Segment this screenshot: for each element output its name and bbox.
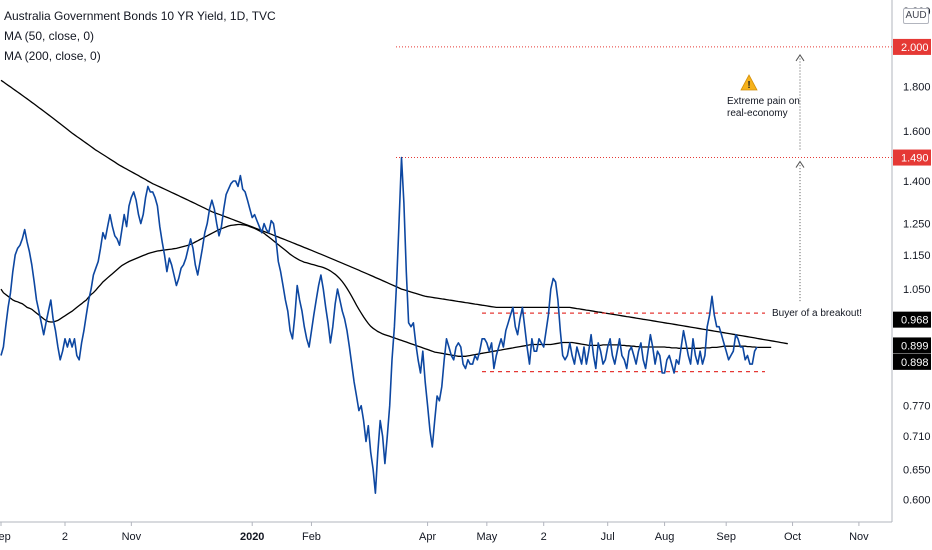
y-tick-label: 0.770 (903, 401, 931, 413)
x-tick-label: Oct (784, 531, 801, 543)
price-line (0, 156, 758, 494)
badge-2000: 2.000 (901, 42, 929, 54)
warning-icon-mark: ! (747, 80, 750, 91)
ma50-legend: MA (50, close, 0) (4, 29, 95, 43)
breakout-arrow-2-head (795, 54, 805, 62)
ma200-legend: MA (200, close, 0) (4, 49, 101, 63)
x-tick-label: 2 (541, 531, 547, 543)
y-tick-label: 1.400 (903, 176, 931, 188)
y-tick-label: 0.650 (903, 464, 931, 476)
x-tick-label: Apr (419, 531, 436, 543)
x-tick-label: Jul (601, 531, 615, 543)
x-tick-label: 2 (62, 531, 68, 543)
badge-0968: 0.968 (901, 315, 929, 327)
x-tick-label: 2020 (240, 531, 264, 543)
x-tick-label: Sep (0, 531, 11, 543)
annotation-breakout: Buyer of a breakout! (772, 308, 862, 319)
y-tick-label: 1.150 (903, 250, 931, 262)
badge-0898-bg (893, 353, 931, 370)
badge-0968-bg (893, 311, 931, 328)
badge-0899: 0.899 (901, 340, 929, 352)
annotation-pain-line1: Extreme pain on (727, 96, 800, 107)
warning-icon (740, 74, 758, 91)
x-tick-label: May (476, 531, 497, 543)
y-tick-label: 1.800 (903, 82, 931, 94)
badge-2000-bg (893, 38, 931, 55)
y-tick-label: 1.050 (903, 284, 931, 296)
badge-1490-bg (893, 149, 931, 166)
badge-1490: 1.490 (901, 153, 929, 165)
annotation-pain-line2: real-economy (727, 108, 788, 119)
x-tick-label: Aug (655, 531, 675, 543)
badge-0898: 0.898 (901, 357, 929, 369)
chart-legend: Australia Government Bonds 10 YR Yield, … (4, 6, 276, 66)
ma200-line (0, 79, 788, 345)
chart-title: Australia Government Bonds 10 YR Yield, … (4, 9, 276, 23)
currency-unit-badge[interactable]: AUD (903, 8, 929, 24)
breakout-arrow-1-head (795, 160, 805, 168)
y-tick-label: 0.600 (903, 494, 931, 506)
x-tick-label: Feb (302, 531, 321, 543)
badge-0899-bg (893, 337, 931, 354)
x-tick-label: Nov (122, 531, 142, 543)
x-tick-label: Nov (849, 531, 869, 543)
y-tick-label: 1.600 (903, 126, 931, 138)
y-tick-label: 1.250 (903, 219, 931, 231)
ma50-line (0, 223, 772, 357)
x-tick-label: Sep (716, 531, 736, 543)
y-tick-label: 0.710 (903, 431, 931, 443)
